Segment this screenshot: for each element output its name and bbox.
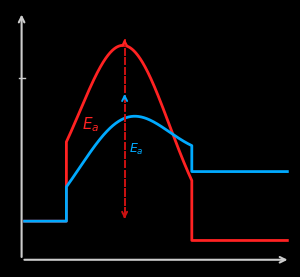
Text: $\mathit{E_a}$: $\mathit{E_a}$ — [82, 115, 99, 134]
Text: $\mathit{E_a}$: $\mathit{E_a}$ — [129, 142, 144, 157]
